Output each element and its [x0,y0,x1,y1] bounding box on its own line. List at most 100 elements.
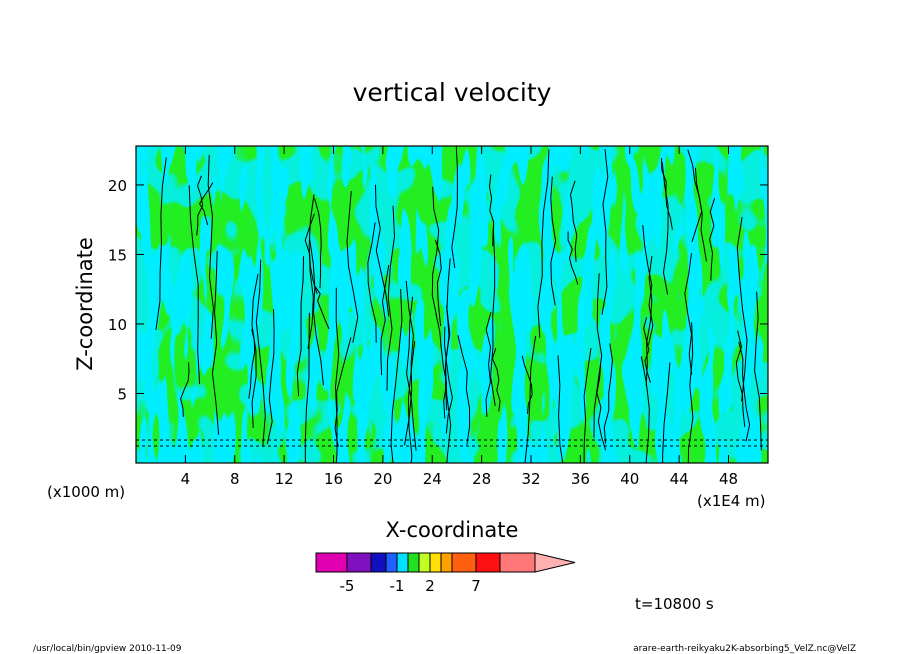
contour-line [738,341,751,442]
footer-right: arare-earth-reikyaku2K-absorbing5_VelZ.n… [633,644,856,654]
x-tick-label: 24 [423,470,442,488]
contour-line [435,313,448,419]
contour-line [304,312,310,463]
contour-line [694,167,707,262]
contour-line [593,273,603,438]
contour-line [596,364,607,451]
y-tick-label: 20 [108,177,127,195]
contour-line [375,184,390,317]
contour-line [248,328,256,399]
contour-line [207,154,214,339]
x-tick-label: 32 [521,470,540,488]
negative-region-fill-2 [136,146,768,463]
x-tick-label: 12 [275,470,294,488]
contour-line [488,174,495,247]
contour-line [451,146,458,268]
contour-line [386,205,396,391]
contour-line [188,185,201,385]
contour-line [443,326,453,434]
colorbar-segment [475,552,501,573]
contour-line [307,194,315,349]
contour-line [736,217,748,402]
contour-line [684,253,693,375]
colorbar-segment [407,552,420,573]
x-tick-label: 16 [324,470,343,488]
x-axis: 4 8 12 16 20 24 28 32 36 40 44 48 [181,146,738,488]
contour-line [661,161,669,295]
colorbar-segment [385,552,398,573]
contour-line [603,343,613,444]
contour-line [346,190,359,343]
x-tick-label: 40 [620,470,639,488]
contour-line [643,317,651,383]
contour-line [314,286,330,330]
contour-line [524,335,537,463]
colorbar-segment [440,552,453,573]
x-tick-label: 20 [373,470,392,488]
contour-line [687,322,694,463]
colorbar: -5 -1 2 7 [315,552,576,595]
contour-line [434,239,442,327]
contour-line [251,273,259,428]
colorbar-segment [370,552,387,573]
x-tick-label: 44 [670,470,689,488]
contour-line [314,198,322,289]
contour-line [199,182,214,226]
y-axis-label: Z-coordinate [73,237,97,371]
contour-line [583,348,592,463]
colorbar-segment [396,552,409,573]
contour-line [444,258,451,411]
x-tick-label: 48 [719,470,738,488]
contour-line [521,355,533,414]
time-label: t=10800 s [635,595,714,613]
colorbar-segment [429,552,442,573]
colorbar-segment [346,552,372,573]
contour-line [709,197,716,281]
colorbar-segment [499,552,536,573]
contour-line [390,289,403,463]
contour-line [570,180,578,263]
y-tick-label: 5 [117,385,127,403]
colorbar-tick-label: 7 [471,577,481,595]
contour-line [211,250,220,435]
contour-line [304,213,318,294]
x-tick-label: 8 [230,470,240,488]
colorbar-tick-label: -1 [390,577,405,595]
contour-line [406,296,417,451]
colorbar-extension [534,552,576,573]
colorbar-tick-label: -5 [340,577,355,595]
contour-line [180,362,190,418]
contour-line [431,186,440,318]
plot-frame [135,145,769,464]
contour-line [457,335,471,445]
contour-line [601,149,609,315]
contour-line [661,157,673,230]
contour-line [645,256,653,386]
x-axis-unit: (x1E4 m) [697,492,766,510]
contour-line [309,239,324,386]
contour-line [255,259,266,448]
contour-line [196,175,204,236]
contour-lines [136,146,768,463]
chart-title: vertical velocity [353,78,552,107]
y-tick-label: 15 [108,246,127,264]
contour-line [567,231,579,285]
contour-line [367,222,377,343]
colorbar-tick-label: 2 [425,577,435,595]
contour-line [662,362,671,463]
x-tick-label: 28 [472,470,491,488]
x-tick-label: 36 [571,470,590,488]
y-axis: 5 10 15 20 [108,177,768,403]
y-tick-label: 10 [108,316,127,334]
contour-line [155,157,167,330]
colorbar-segment [451,552,477,573]
contour-line [444,305,452,463]
y-axis-unit: (x1000 m) [47,483,125,501]
x-tick-label: 4 [181,470,191,488]
contour-line [334,337,352,447]
contour-line [735,330,746,427]
contour-line [557,355,564,463]
colorbar-segment [418,552,431,573]
contour-line [485,312,492,417]
